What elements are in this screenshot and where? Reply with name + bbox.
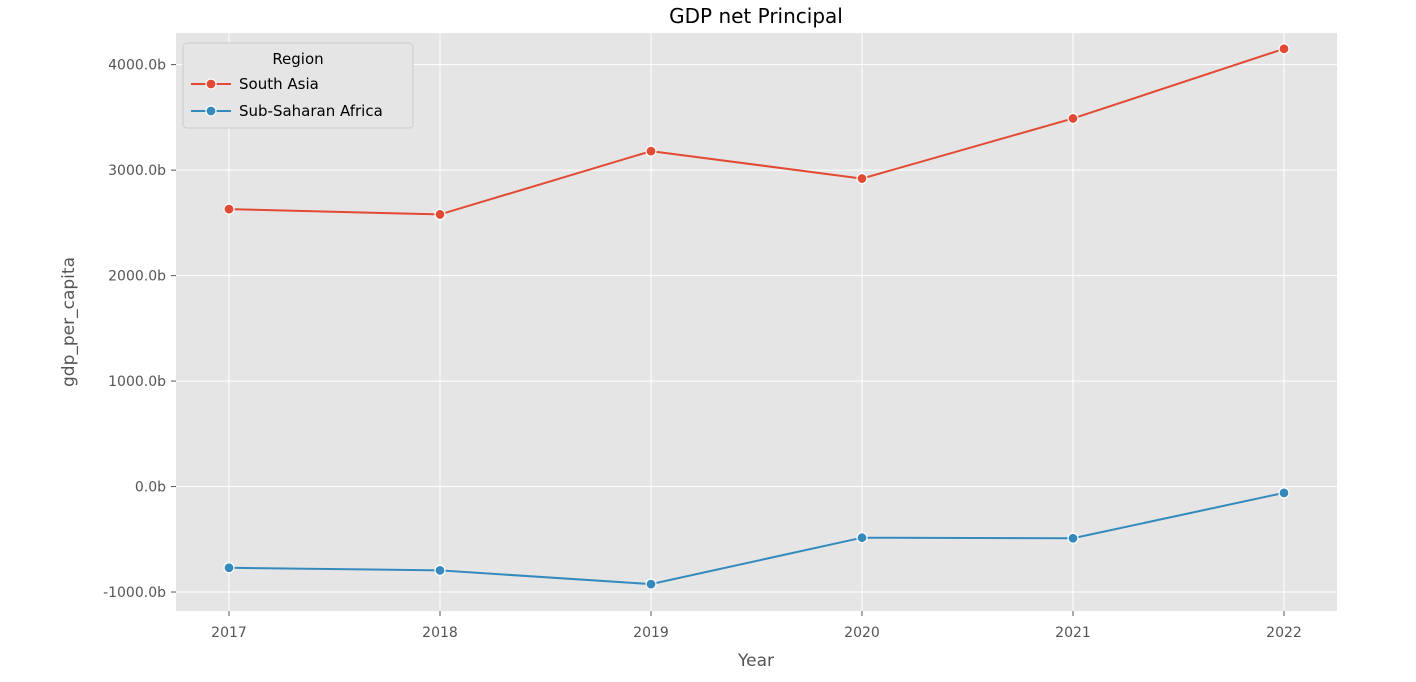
data-point xyxy=(645,578,657,590)
series-line-1 xyxy=(228,491,1285,586)
x-tick-labels: 2017 2018 2019 2020 2021 2022 xyxy=(211,611,1302,641)
legend-box xyxy=(182,42,414,129)
y-tick-label: 4000.0b xyxy=(108,58,166,74)
chart-title: GDP net Principal xyxy=(669,4,843,28)
data-point xyxy=(434,208,446,221)
x-tick-label: 2017 xyxy=(211,625,247,641)
data-point xyxy=(1278,487,1290,499)
x-tick-label: 2019 xyxy=(633,625,669,641)
data-point xyxy=(645,145,657,157)
x-tick-label: 2020 xyxy=(844,625,880,641)
x-axis-label: Year xyxy=(737,651,774,671)
data-point xyxy=(223,203,235,215)
y-tick-label: -1000.0b xyxy=(103,585,166,601)
series-line-0 xyxy=(228,47,1285,216)
legend-title: Region xyxy=(272,50,323,68)
x-tick-label: 2022 xyxy=(1266,625,1302,641)
legend: Region South Asia Sub-Saharan Africa xyxy=(182,42,414,129)
data-point xyxy=(856,532,868,544)
legend-entries: South Asia Sub-Saharan Africa xyxy=(191,75,383,120)
legend-label: Sub-Saharan Africa xyxy=(239,102,383,120)
data-point xyxy=(1067,532,1079,544)
y-tick-label: 3000.0b xyxy=(108,163,166,179)
data-point xyxy=(1067,112,1079,125)
series-group xyxy=(223,43,1290,590)
plot-area xyxy=(176,33,1337,611)
data-point xyxy=(1278,43,1290,55)
y-tick-labels: -1000.0b 0.0b 1000.0b 2000.0b 3000.0b 4000.0b xyxy=(103,58,176,601)
legend-marker xyxy=(205,105,217,117)
legend-label: South Asia xyxy=(239,75,319,93)
y-tick-label: 1000.0b xyxy=(108,374,166,390)
y-tick-label: 0.0b xyxy=(135,480,166,496)
x-tick-label: 2018 xyxy=(422,625,458,641)
data-point xyxy=(856,172,868,185)
x-tick-label: 2021 xyxy=(1055,625,1091,641)
y-axis-label: gdp_per_capita xyxy=(59,257,79,387)
legend-marker xyxy=(205,78,217,90)
data-point xyxy=(223,562,235,574)
y-tick-label: 2000.0b xyxy=(108,269,166,285)
grid xyxy=(176,33,1337,611)
data-point xyxy=(434,564,446,576)
